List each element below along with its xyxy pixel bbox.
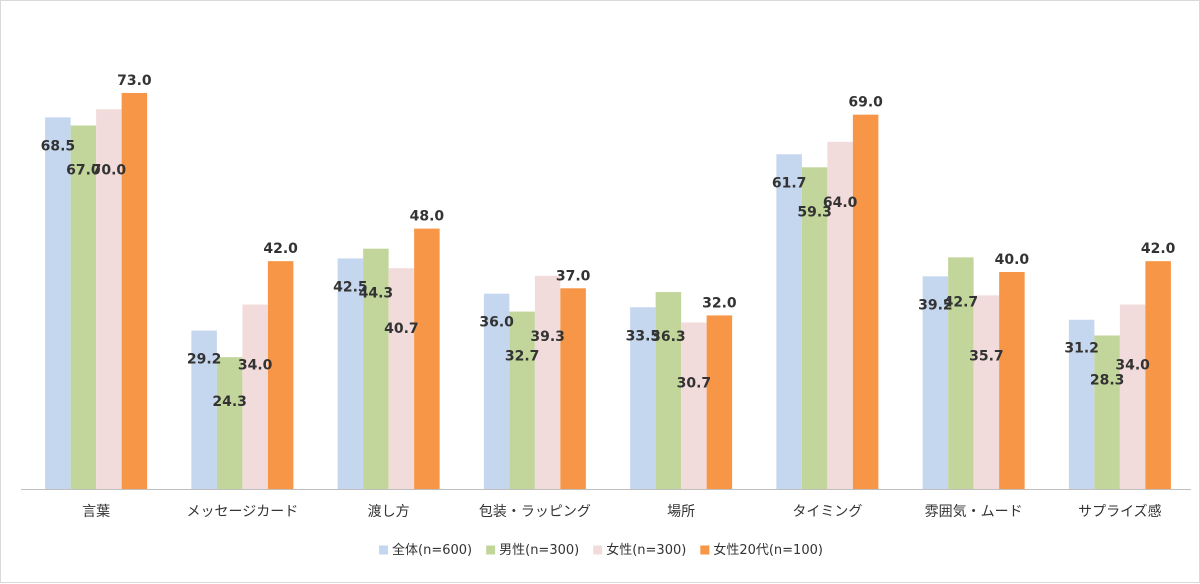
category-label-6: タイミング <box>792 504 862 520</box>
bar-series-4-cat-1 <box>121 92 148 489</box>
data-label-series-1-cat-1: 68.5 <box>41 138 76 154</box>
data-label-series-1-cat-5: 33.5 <box>626 328 661 344</box>
data-label-series-4-cat-7: 40.0 <box>995 252 1030 268</box>
legend-label-series-1: 全体(n=600) <box>392 542 472 558</box>
data-label-series-2-cat-8: 28.3 <box>1090 372 1125 388</box>
bar-series-4-cat-3 <box>414 228 440 489</box>
bar-series-1-cat-8 <box>1068 319 1095 489</box>
bar-series-1-cat-3 <box>337 258 364 489</box>
data-label-series-4-cat-6: 69.0 <box>848 95 883 111</box>
data-label-series-1-cat-2: 29.2 <box>187 352 222 368</box>
bar-series-4-cat-4 <box>560 288 586 489</box>
bar-series-2-cat-5 <box>655 292 682 489</box>
data-label-series-3-cat-4: 39.3 <box>530 329 565 345</box>
bar-series-1-cat-1 <box>45 117 71 489</box>
data-label-series-1-cat-4: 36.0 <box>479 315 514 331</box>
bar-series-3-cat-8 <box>1119 304 1146 489</box>
bar-series-4-cat-6 <box>852 114 879 490</box>
legend-swatch-series-3 <box>593 545 603 555</box>
bar-series-2-cat-8 <box>1094 335 1120 489</box>
data-label-series-1-cat-6: 61.7 <box>772 175 807 191</box>
bar-series-4-cat-2 <box>267 261 294 489</box>
category-label-5: 場所 <box>667 504 695 520</box>
data-label-series-3-cat-5: 30.7 <box>677 375 712 391</box>
bar-series-3-cat-1 <box>96 109 122 489</box>
bar-series-4-cat-5 <box>706 315 733 489</box>
data-label-series-2-cat-3: 44.3 <box>359 286 394 302</box>
bar-series-2-cat-3 <box>363 248 389 489</box>
data-label-series-1-cat-7: 39.2 <box>918 297 953 313</box>
bar-series-4-cat-7 <box>999 272 1025 489</box>
bar-series-2-cat-2 <box>216 357 243 489</box>
data-label-series-4-cat-3: 48.0 <box>410 209 445 225</box>
category-label-1: 言葉 <box>82 504 110 520</box>
data-label-series-4-cat-8: 42.0 <box>1141 241 1176 257</box>
bar-series-1-cat-4 <box>483 293 510 489</box>
category-label-2: メッセージカード <box>187 504 299 520</box>
legend-swatch-series-4 <box>700 545 710 555</box>
data-label-series-3-cat-7: 35.7 <box>969 348 1004 364</box>
data-label-series-3-cat-8: 34.0 <box>1115 358 1150 374</box>
data-label-series-3-cat-2: 34.0 <box>238 358 273 374</box>
bar-series-1-cat-2 <box>191 330 217 489</box>
category-label-7: 雰囲気・ムード <box>925 504 1023 520</box>
bar-series-2-cat-4 <box>509 311 535 489</box>
data-label-series-2-cat-2: 24.3 <box>212 394 247 410</box>
bar-series-3-cat-3 <box>388 268 415 489</box>
bar-series-3-cat-4 <box>534 275 561 489</box>
bar-series-2-cat-1 <box>70 125 97 489</box>
data-label-series-3-cat-6: 64.0 <box>823 195 858 211</box>
bar-series-3-cat-5 <box>681 322 707 489</box>
data-label-series-2-cat-4: 32.7 <box>505 349 540 365</box>
data-label-series-3-cat-1: 70.0 <box>92 162 127 178</box>
bar-series-2-cat-7 <box>948 257 974 489</box>
category-label-3: 渡し方 <box>368 504 410 520</box>
bar-series-1-cat-7 <box>922 276 949 489</box>
bar-series-3-cat-7 <box>973 295 1000 489</box>
bar-series-1-cat-5 <box>630 307 656 489</box>
data-label-series-3-cat-3: 40.7 <box>384 321 419 337</box>
data-label-series-4-cat-5: 32.0 <box>702 295 737 311</box>
data-label-series-4-cat-4: 37.0 <box>556 268 591 284</box>
category-label-4: 包装・ラッピング <box>479 504 591 520</box>
data-label-series-2-cat-7: 42.7 <box>944 294 979 310</box>
data-label-series-2-cat-6: 59.3 <box>797 204 832 220</box>
bar-series-3-cat-2 <box>242 304 268 489</box>
legend-label-series-3: 女性(n=300) <box>606 542 686 558</box>
data-label-series-2-cat-1: 67.0 <box>66 163 101 179</box>
bar-series-1-cat-6 <box>776 154 802 489</box>
bar-series-2-cat-6 <box>801 167 828 490</box>
data-label-series-4-cat-1: 73.0 <box>117 73 152 89</box>
bar-series-4-cat-8 <box>1145 261 1171 489</box>
data-label-series-4-cat-2: 42.0 <box>263 241 298 257</box>
legend-label-series-4: 女性20代(n=100) <box>713 542 823 558</box>
data-label-series-1-cat-3: 42.5 <box>333 279 368 295</box>
bar-series-3-cat-6 <box>827 141 853 490</box>
category-label-8: サプライズ感 <box>1078 503 1162 520</box>
legend-swatch-series-1 <box>379 545 389 555</box>
legend-label-series-2: 男性(n=300) <box>499 543 579 558</box>
legend-swatch-series-2 <box>486 545 496 555</box>
data-label-series-1-cat-8: 31.2 <box>1064 341 1099 357</box>
data-label-series-2-cat-5: 36.3 <box>651 329 686 345</box>
